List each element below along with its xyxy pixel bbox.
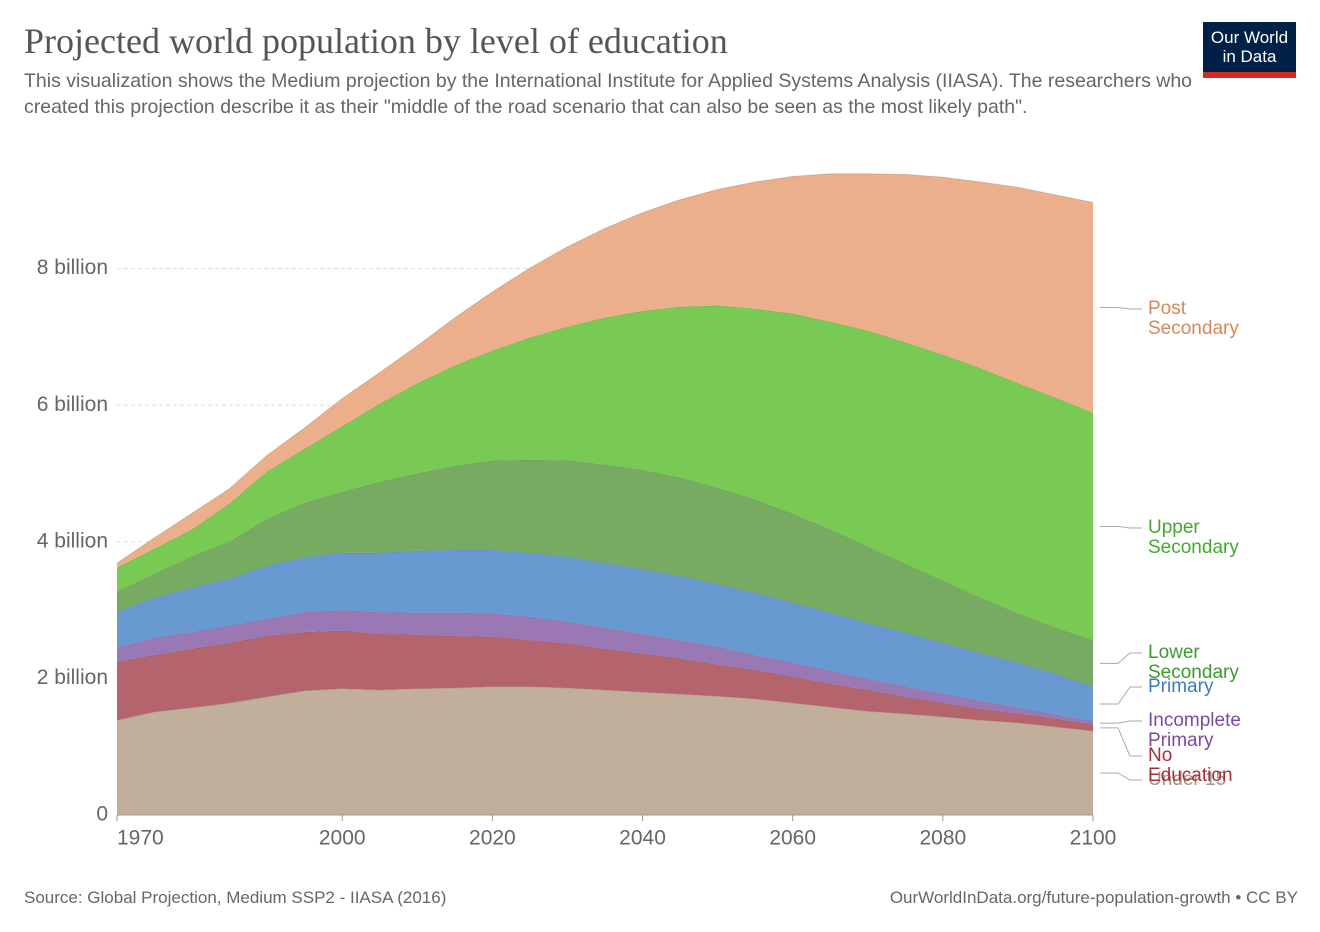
area	[117, 630, 1093, 731]
x-tick-label: 2100	[1070, 827, 1117, 850]
area	[117, 173, 1093, 568]
area	[117, 459, 1093, 687]
x-tick-label: 2060	[769, 827, 816, 850]
y-tick-label: 4 billion	[37, 529, 108, 552]
x-tick-label: 1970	[117, 827, 164, 850]
chart-subtitle: This visualization shows the Medium proj…	[24, 70, 1193, 118]
label-connector	[1100, 652, 1142, 664]
legend-label[interactable]: No Education	[1148, 745, 1233, 786]
label-connector	[1100, 720, 1142, 724]
source: Source: Global Projection, Medium SSP2 -…	[24, 888, 447, 907]
credit[interactable]: OurWorldInData.org/future-population-gro…	[889, 888, 1298, 907]
y-tick-label: 6 billion	[37, 393, 108, 416]
label-connector	[1100, 686, 1142, 705]
y-tick-label: 2 billion	[37, 666, 108, 689]
area	[117, 305, 1093, 641]
logo-line: Our World	[1210, 28, 1289, 47]
area	[117, 550, 1093, 722]
y-tick-label: 0	[96, 803, 108, 826]
y-tick-label: 8 billion	[37, 256, 108, 279]
x-tick-label: 2020	[469, 827, 516, 850]
x-tick-label: 2080	[919, 827, 966, 850]
x-tick-label: 2000	[319, 827, 366, 850]
label-connector	[1100, 727, 1142, 757]
logo-line: in Data	[1222, 47, 1277, 66]
x-tick-label: 2040	[619, 827, 666, 850]
label-connector	[1100, 772, 1142, 781]
legend-label[interactable]: Under 15	[1148, 769, 1227, 790]
legend-label[interactable]: Lower Secondary	[1148, 642, 1239, 683]
legend-label[interactable]: Upper Secondary	[1148, 517, 1239, 558]
label-connector	[1100, 525, 1142, 529]
chart-title: Projected world population by level of e…	[24, 21, 728, 61]
area	[117, 686, 1093, 815]
logo[interactable]: Our World in Data	[1203, 22, 1296, 78]
area-edge	[116, 173, 1094, 564]
label-connector	[1100, 307, 1142, 310]
legend-label[interactable]: Primary	[1148, 676, 1214, 697]
legend-label[interactable]: Incomplete Primary	[1148, 710, 1241, 751]
area	[117, 610, 1093, 725]
legend-label[interactable]: Post Secondary	[1148, 298, 1239, 339]
